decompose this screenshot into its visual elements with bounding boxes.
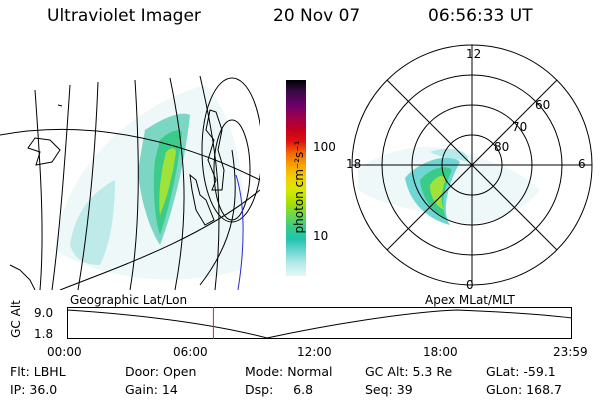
time-label: 06:56:33 UT <box>428 6 533 26</box>
timeline-axis-title: GC Alt <box>9 300 23 338</box>
xtick-1200: 12:00 <box>297 345 332 359</box>
status-ip: IP: 36.0 <box>10 382 58 397</box>
xtick-2359: 23:59 <box>553 345 588 359</box>
timeline-ytick-1.8: 1.8 <box>34 327 54 341</box>
timeline-right-label: Apex MLat/MLT <box>425 293 515 307</box>
colorbar-tick-10: 10 <box>313 229 329 243</box>
status-mode: Mode: Normal <box>245 364 333 379</box>
ring-label-70: 70 <box>512 120 528 134</box>
status-door: Door: Open <box>125 364 197 379</box>
polar-mlt-plot <box>351 44 593 286</box>
ring-label-60: 60 <box>535 98 551 112</box>
clock-label-12: 12 <box>466 47 482 61</box>
date-label: 20 Nov 07 <box>273 6 361 26</box>
clock-label-0: 0 <box>466 278 474 292</box>
ring-label-80: 80 <box>494 140 510 154</box>
status-dsp: Dsp: 6.8 <box>245 382 314 397</box>
instrument-title: Ultraviolet Imager <box>47 6 201 26</box>
geographic-map <box>0 75 260 290</box>
colorbar-tick-100: 100 <box>313 140 336 154</box>
timeline-left-label: Geographic Lat/Lon <box>70 293 188 307</box>
colorbar-label: photon cm⁻²s⁻¹ <box>292 140 306 234</box>
timeline-ytick-9: 9.0 <box>34 306 54 320</box>
status-seq: Seq: 39 <box>365 382 413 397</box>
status-gc-alt: GC Alt: 5.3 Re <box>365 364 453 379</box>
orbit-altitude-plot <box>67 307 572 339</box>
timeline-frame <box>67 307 572 339</box>
status-gain: Gain: 14 <box>125 382 178 397</box>
xtick-1800: 18:00 <box>423 345 458 359</box>
xtick-0600: 06:00 <box>173 345 208 359</box>
xtick-0000: 00:00 <box>47 345 82 359</box>
clock-label-6: 6 <box>578 157 586 171</box>
status-glat: GLat: -59.1 <box>486 364 556 379</box>
color-scale-bar <box>286 80 306 276</box>
clock-label-18: 18 <box>346 157 362 171</box>
status-glon: GLon: 168.7 <box>486 382 562 397</box>
status-filter: Flt: LBHL <box>10 364 66 379</box>
altitude-curve <box>67 309 572 339</box>
